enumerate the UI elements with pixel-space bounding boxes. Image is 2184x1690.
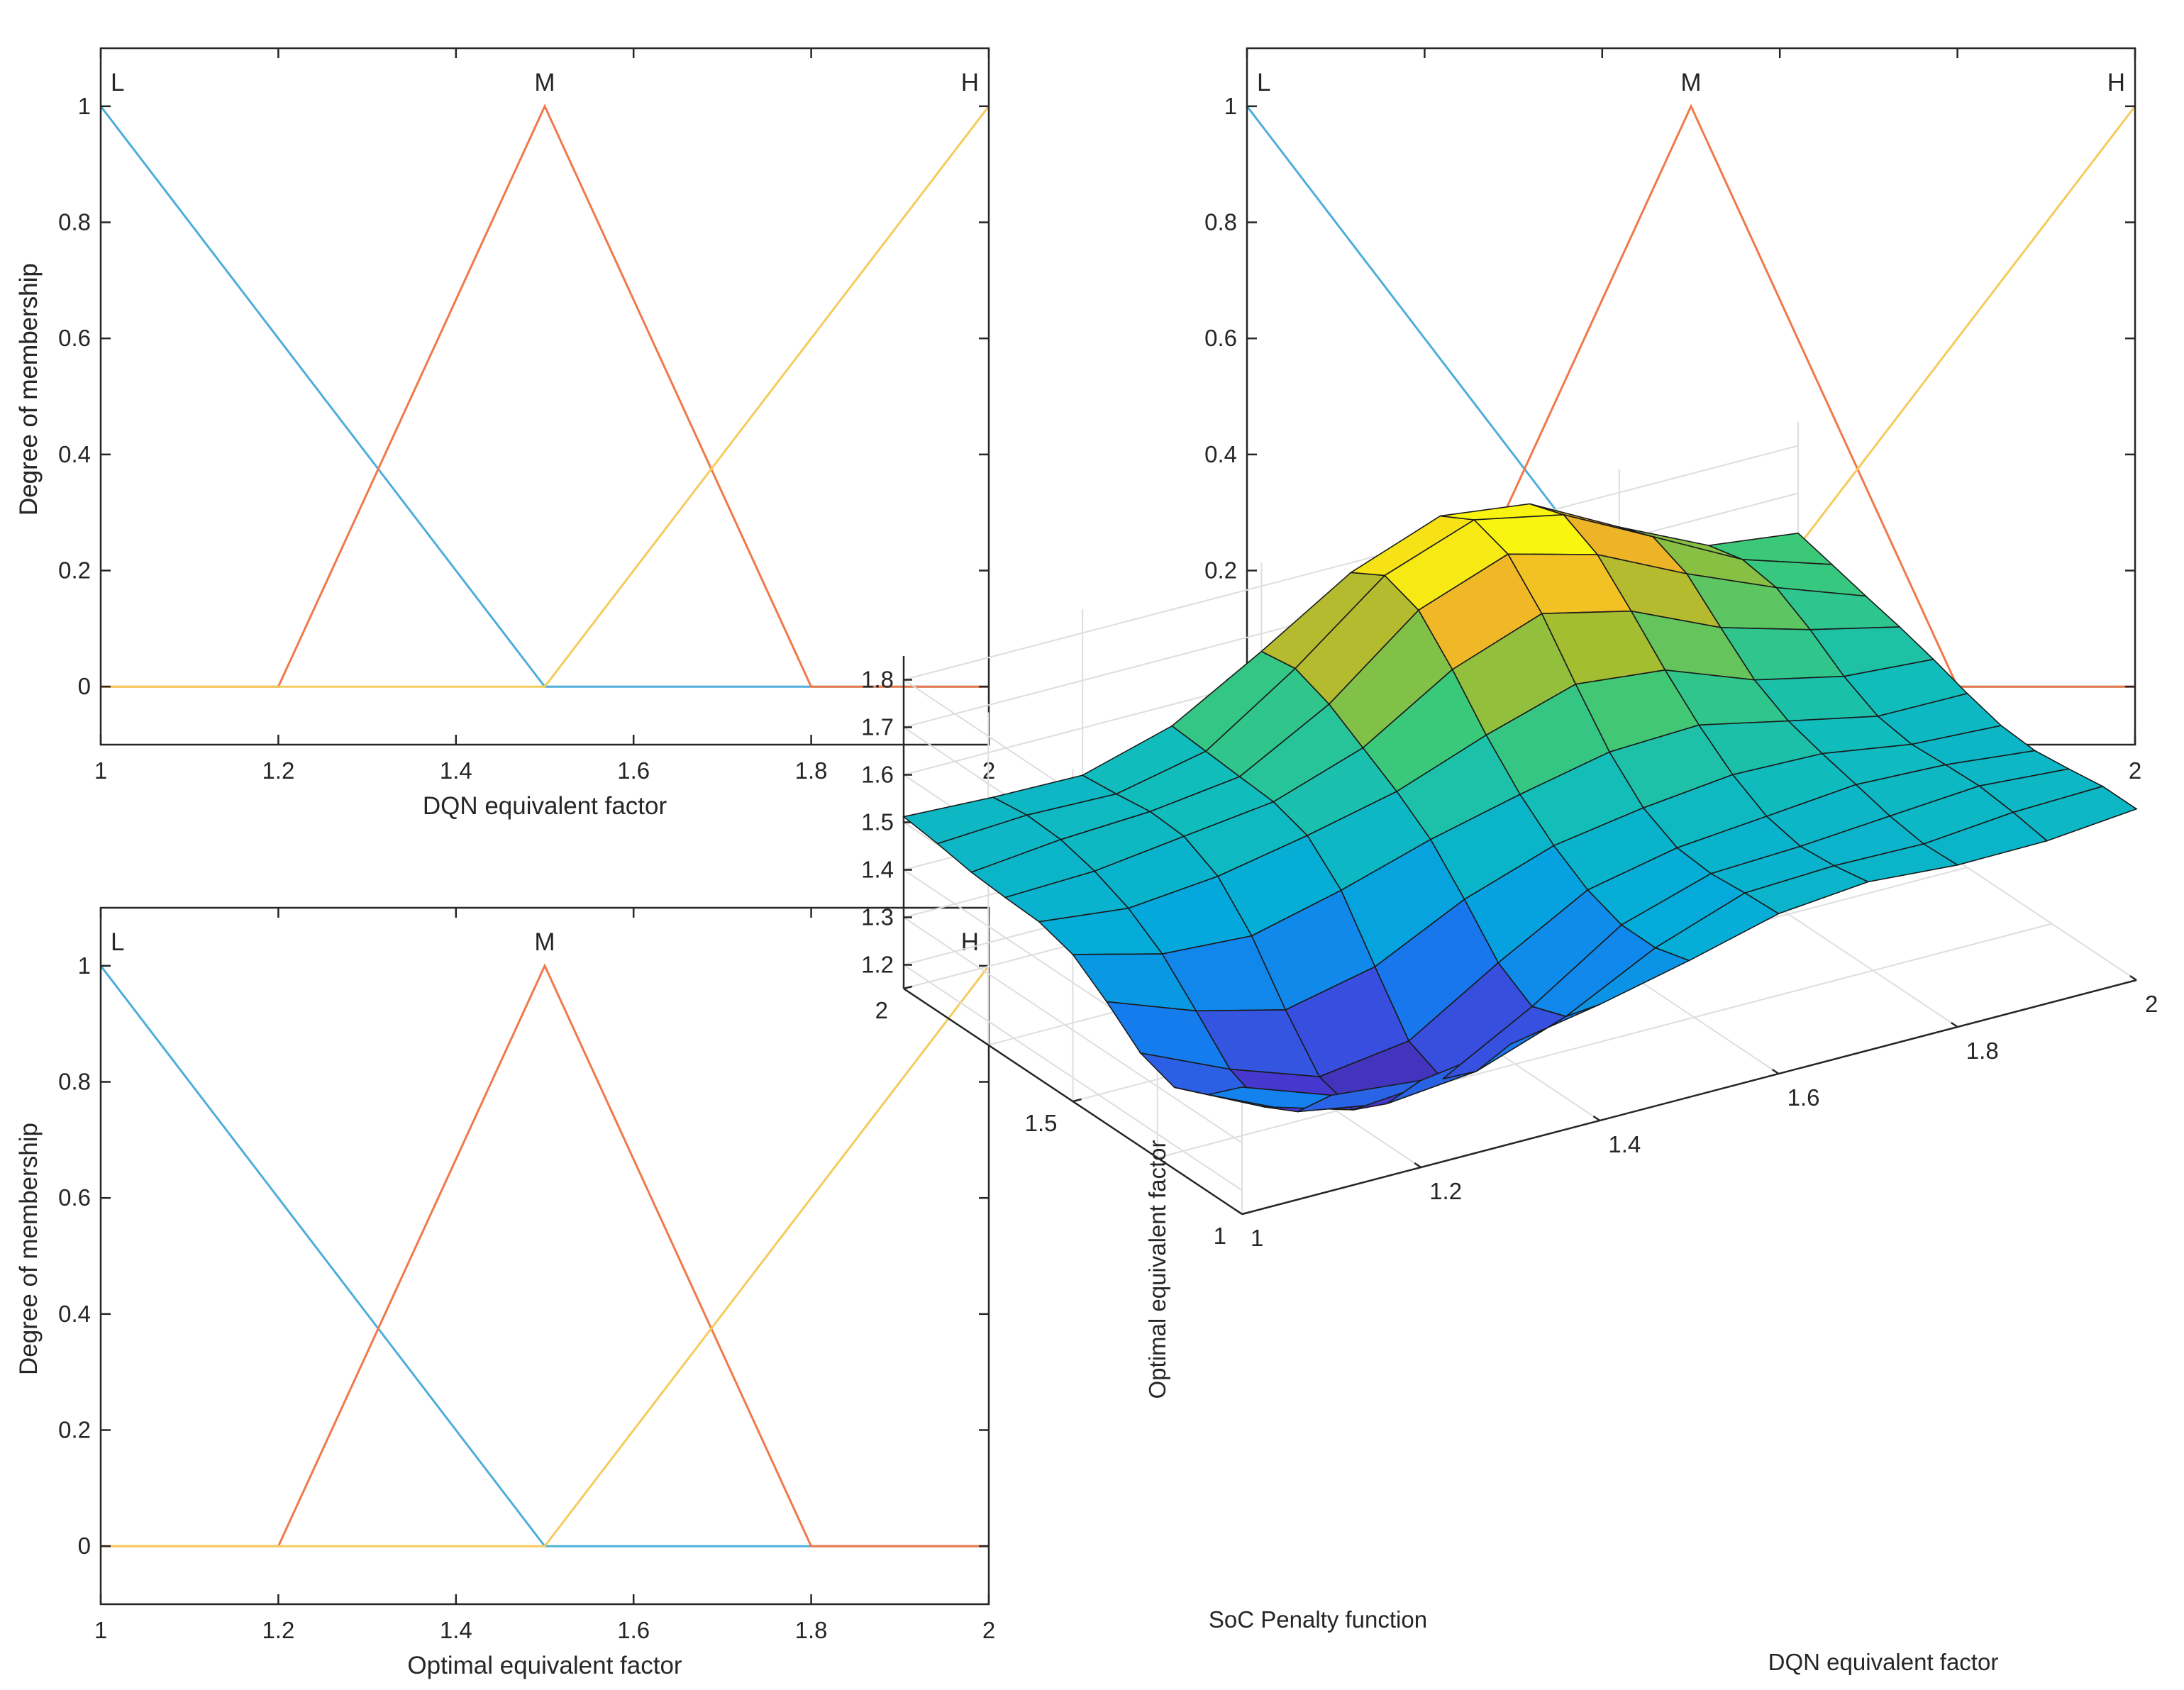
z-tick-label: 1.6 — [861, 762, 894, 788]
y-tick-label: 1.5 — [1025, 1110, 1058, 1136]
x-tick-label: 1 — [94, 757, 107, 784]
y-tick-label: 2 — [875, 997, 888, 1023]
membership-label-h: H — [2107, 69, 2125, 96]
membership-label-m: M — [534, 69, 555, 96]
y-tick-label: 0.8 — [58, 1069, 91, 1095]
y-tick-label: 1 — [78, 952, 91, 979]
y-tick-label: 0.6 — [58, 325, 91, 351]
x-tick-label: 1.2 — [262, 1617, 294, 1643]
membership-label-l: L — [111, 928, 124, 956]
series-line-m — [101, 104, 989, 688]
series-line-h — [101, 105, 990, 688]
y-tick-label: 0.8 — [58, 209, 91, 235]
x-tick-label: 2 — [2129, 757, 2141, 784]
x-tick-mark — [1235, 1208, 1243, 1216]
x-tick-label: 1.4 — [440, 757, 472, 784]
y-tick-label: 0.6 — [58, 1184, 91, 1211]
surface-patch — [2012, 785, 2138, 842]
x-tick-label: 1.6 — [1787, 1084, 1820, 1111]
y-axis-label: Degree of membership — [15, 263, 43, 516]
x-tick-label: 1 — [1251, 1225, 1263, 1251]
x-tick-label: 1.6 — [617, 757, 650, 784]
x-tick-label: 1 — [94, 1617, 107, 1643]
series-line-h — [101, 964, 990, 1547]
x-tick-label: 1.8 — [795, 1617, 828, 1643]
y-axis-label: Degree of membership — [15, 1123, 43, 1375]
y-tick-label: 0.4 — [1204, 441, 1237, 467]
membership-label-h: H — [961, 69, 979, 96]
membership-label-l: L — [111, 69, 124, 96]
z-tick-label: 1.5 — [861, 809, 894, 835]
surface-labels: DQN equivalent factor SoC Penalty functi… — [1144, 1140, 1998, 1675]
surface-plot: 1 1.2 1.4 1.6 1.8 2 1 1.5 2 1.2 1.3 1.4 1.5 1.6 1.7 1.8… — [861, 422, 2158, 1675]
x-tick-mark — [1951, 1021, 1958, 1028]
y-tick-label: 1 — [1224, 93, 1237, 119]
x-tick-label: 1.4 — [1608, 1131, 1641, 1157]
x-tick-label: 1.8 — [795, 757, 828, 784]
y-tick-label: 0.2 — [58, 1417, 91, 1443]
grid-line — [903, 445, 1799, 681]
x-tick-label: 2 — [982, 1617, 995, 1643]
z-tick-label: 1.4 — [861, 857, 894, 883]
y-tick-label: 0.4 — [58, 441, 91, 467]
y-tick-mark — [1241, 1211, 1251, 1216]
membership-label-m: M — [534, 928, 555, 956]
x-tick-label: 1.6 — [617, 1617, 650, 1643]
y-tick-label: 0.2 — [58, 557, 91, 584]
y-tick-label: 0.4 — [58, 1301, 91, 1327]
membership-plot-optimal: 1 1.2 1.4 1.6 1.8 2 0 0.2 0.4 0.6 0.8 1 Optimal equi… — [15, 906, 995, 1679]
x-tick-mark — [1414, 1162, 1421, 1169]
surface-zlabel: Optimal equivalent factor — [1144, 1140, 1170, 1399]
x-tick-label: 1.2 — [262, 757, 294, 784]
y-tick-label: 1 — [78, 93, 91, 119]
y-tick-label: 0.8 — [1204, 209, 1237, 235]
series-line-l — [99, 964, 989, 1547]
y-tick-label: 0 — [78, 673, 91, 699]
membership-label-m: M — [1680, 69, 1701, 96]
x-axis-label: Optimal equivalent factor — [407, 1652, 682, 1679]
x-tick-mark — [1592, 1115, 1601, 1122]
y-tick-label: 0 — [78, 1533, 91, 1559]
z-tick-label: 1.3 — [861, 904, 894, 930]
surface-axes: 1 1.2 1.4 1.6 1.8 2 1 1.5 2 1.2 1.3 1.4 1.5 1.6 1.7 1.8 — [861, 656, 2158, 1251]
z-tick-label: 1.8 — [861, 667, 894, 693]
y-tick-label: 0.6 — [1204, 325, 1237, 351]
z-tick-label: 1.2 — [861, 952, 894, 978]
series-line-l — [99, 105, 989, 688]
surface-xlabel: DQN equivalent factor — [1768, 1649, 1999, 1675]
y-tick-mark — [1072, 1098, 1082, 1103]
x-tick-label: 1.8 — [1966, 1038, 1999, 1064]
membership-label-h: H — [961, 928, 979, 956]
x-tick-mark — [2129, 974, 2137, 982]
y-tick-mark — [903, 985, 913, 990]
grid-line — [1157, 923, 2053, 1159]
axes-box — [99, 906, 990, 1606]
y-axis-label: Degree of membership — [15, 263, 43, 516]
surface-mesh — [902, 503, 2138, 1113]
series-line-m — [101, 963, 989, 1547]
x-axis-line — [1241, 979, 2137, 1216]
x-tick-label: 1.2 — [1429, 1178, 1462, 1204]
axes-box — [99, 47, 990, 746]
x-tick-label: 1.4 — [440, 1617, 472, 1643]
x-tick-label: 2 — [2145, 991, 2158, 1017]
x-axis-label: DQN equivalent factor — [423, 792, 667, 820]
surface-ylabel: SoC Penalty function — [1209, 1606, 1427, 1633]
z-tick-label: 1.7 — [861, 714, 894, 740]
y-tick-label: 1 — [1214, 1223, 1226, 1249]
x-tick-mark — [1771, 1068, 1780, 1075]
membership-label-l: L — [1257, 69, 1270, 96]
y-tick-label: 0.2 — [1204, 557, 1237, 584]
